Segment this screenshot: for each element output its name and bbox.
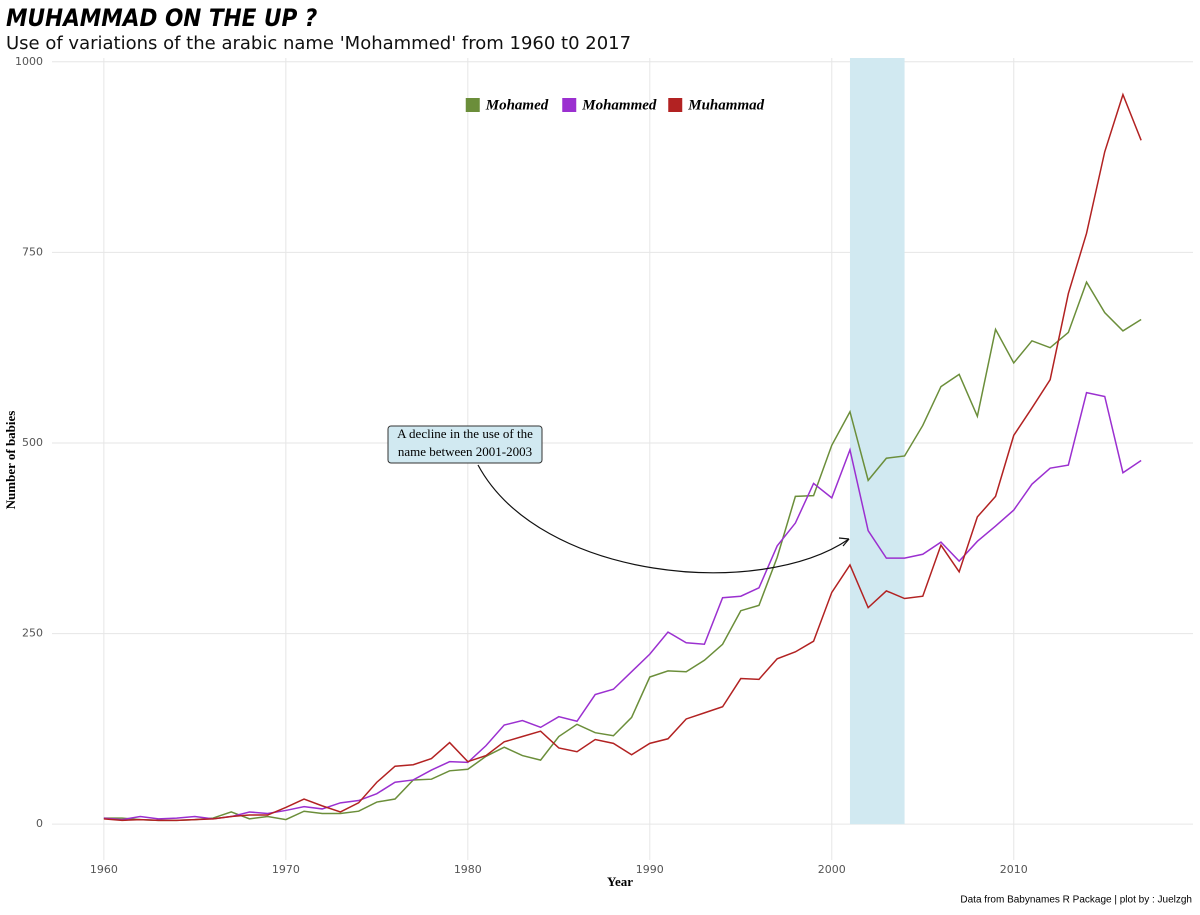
x-tick-label: 1960: [90, 863, 118, 876]
x-tick-label: 1990: [636, 863, 664, 876]
x-axis-label: Year: [607, 874, 633, 889]
caption: Data from Babynames R Package | plot by …: [960, 895, 1192, 906]
y-tick-label: 500: [22, 436, 43, 449]
line-series: [103, 391, 1142, 821]
arrow-head: [838, 537, 850, 547]
chart-title: MUHAMMAD ON THE UP ?: [6, 4, 317, 32]
legend-label: Muhammad: [687, 97, 764, 113]
legend-swatch: [562, 98, 577, 112]
x-tick-label: 1970: [272, 863, 300, 876]
line-series: [103, 92, 1142, 822]
legend-swatch: [668, 98, 683, 112]
x-tick-label: 2010: [1000, 863, 1028, 876]
legend-swatch: [465, 98, 480, 112]
line-series: [103, 280, 1142, 822]
annotation-text: A decline in the use of the: [397, 426, 533, 441]
legend-label: Mohamed: [485, 97, 549, 113]
highlight-band: [849, 58, 905, 825]
y-axis-label: Number of babies: [3, 411, 18, 510]
annotation-text: name between 2001-2003: [398, 444, 532, 459]
x-tick-label: 2000: [818, 863, 846, 876]
legend-label: Mohammed: [581, 97, 657, 113]
x-tick-label: 1980: [454, 863, 482, 876]
y-tick-label: 750: [22, 245, 43, 258]
annotation-arrow: [477, 464, 850, 574]
annotation-box: [387, 425, 543, 464]
y-tick-label: 0: [36, 817, 43, 830]
chart-subtitle: Use of variations of the arabic name 'Mo…: [6, 33, 631, 54]
y-tick-label: 250: [22, 627, 43, 640]
y-tick-label: 1000: [15, 55, 43, 68]
